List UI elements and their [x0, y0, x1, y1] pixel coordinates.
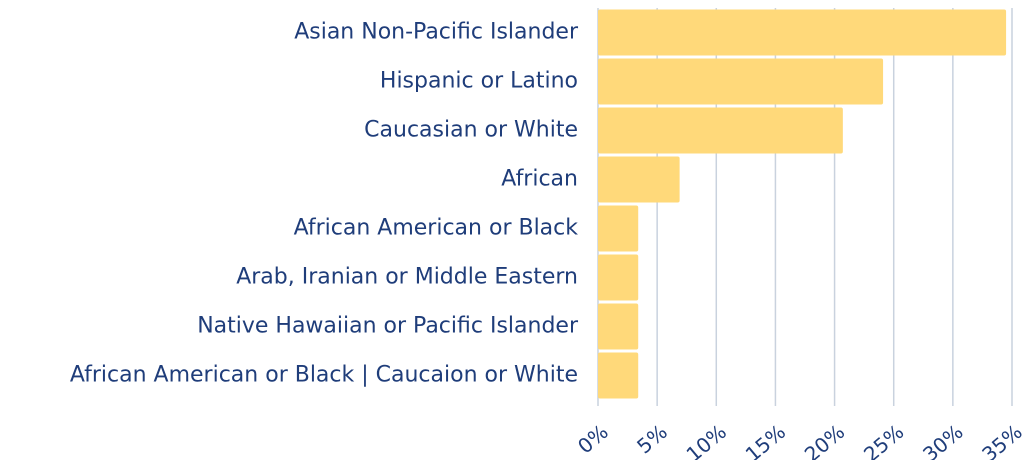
x-tick-label: 20% — [800, 420, 849, 460]
bar — [598, 58, 884, 105]
y-tick-label: African American or Black — [294, 216, 579, 241]
x-tick-label: 25% — [859, 420, 908, 460]
bar — [598, 352, 639, 399]
bar — [598, 156, 680, 203]
bar — [598, 107, 843, 154]
x-tick-label: 5% — [632, 420, 672, 459]
bar — [598, 303, 639, 350]
y-tick-label: Asian Non-Pacific Islander — [294, 20, 579, 45]
y-tick-label: African American or Black | Caucaion or … — [70, 363, 578, 388]
y-tick-label: Arab, Iranian or Middle Eastern — [236, 265, 578, 290]
x-tick-label: 15% — [741, 420, 790, 460]
bar — [598, 254, 639, 301]
bar — [598, 9, 1007, 56]
y-tick-label: African — [501, 167, 578, 192]
y-tick-label: Caucasian or White — [364, 118, 578, 143]
y-tick-label: Native Hawaiian or Pacific Islander — [197, 314, 579, 339]
x-tick-label: 35% — [977, 420, 1026, 460]
x-tick-label: 10% — [682, 420, 731, 460]
y-tick-label: Hispanic or Latino — [380, 69, 578, 94]
bar — [598, 205, 639, 252]
x-tick-label: 30% — [918, 420, 967, 460]
x-tick-label: 0% — [573, 420, 613, 459]
